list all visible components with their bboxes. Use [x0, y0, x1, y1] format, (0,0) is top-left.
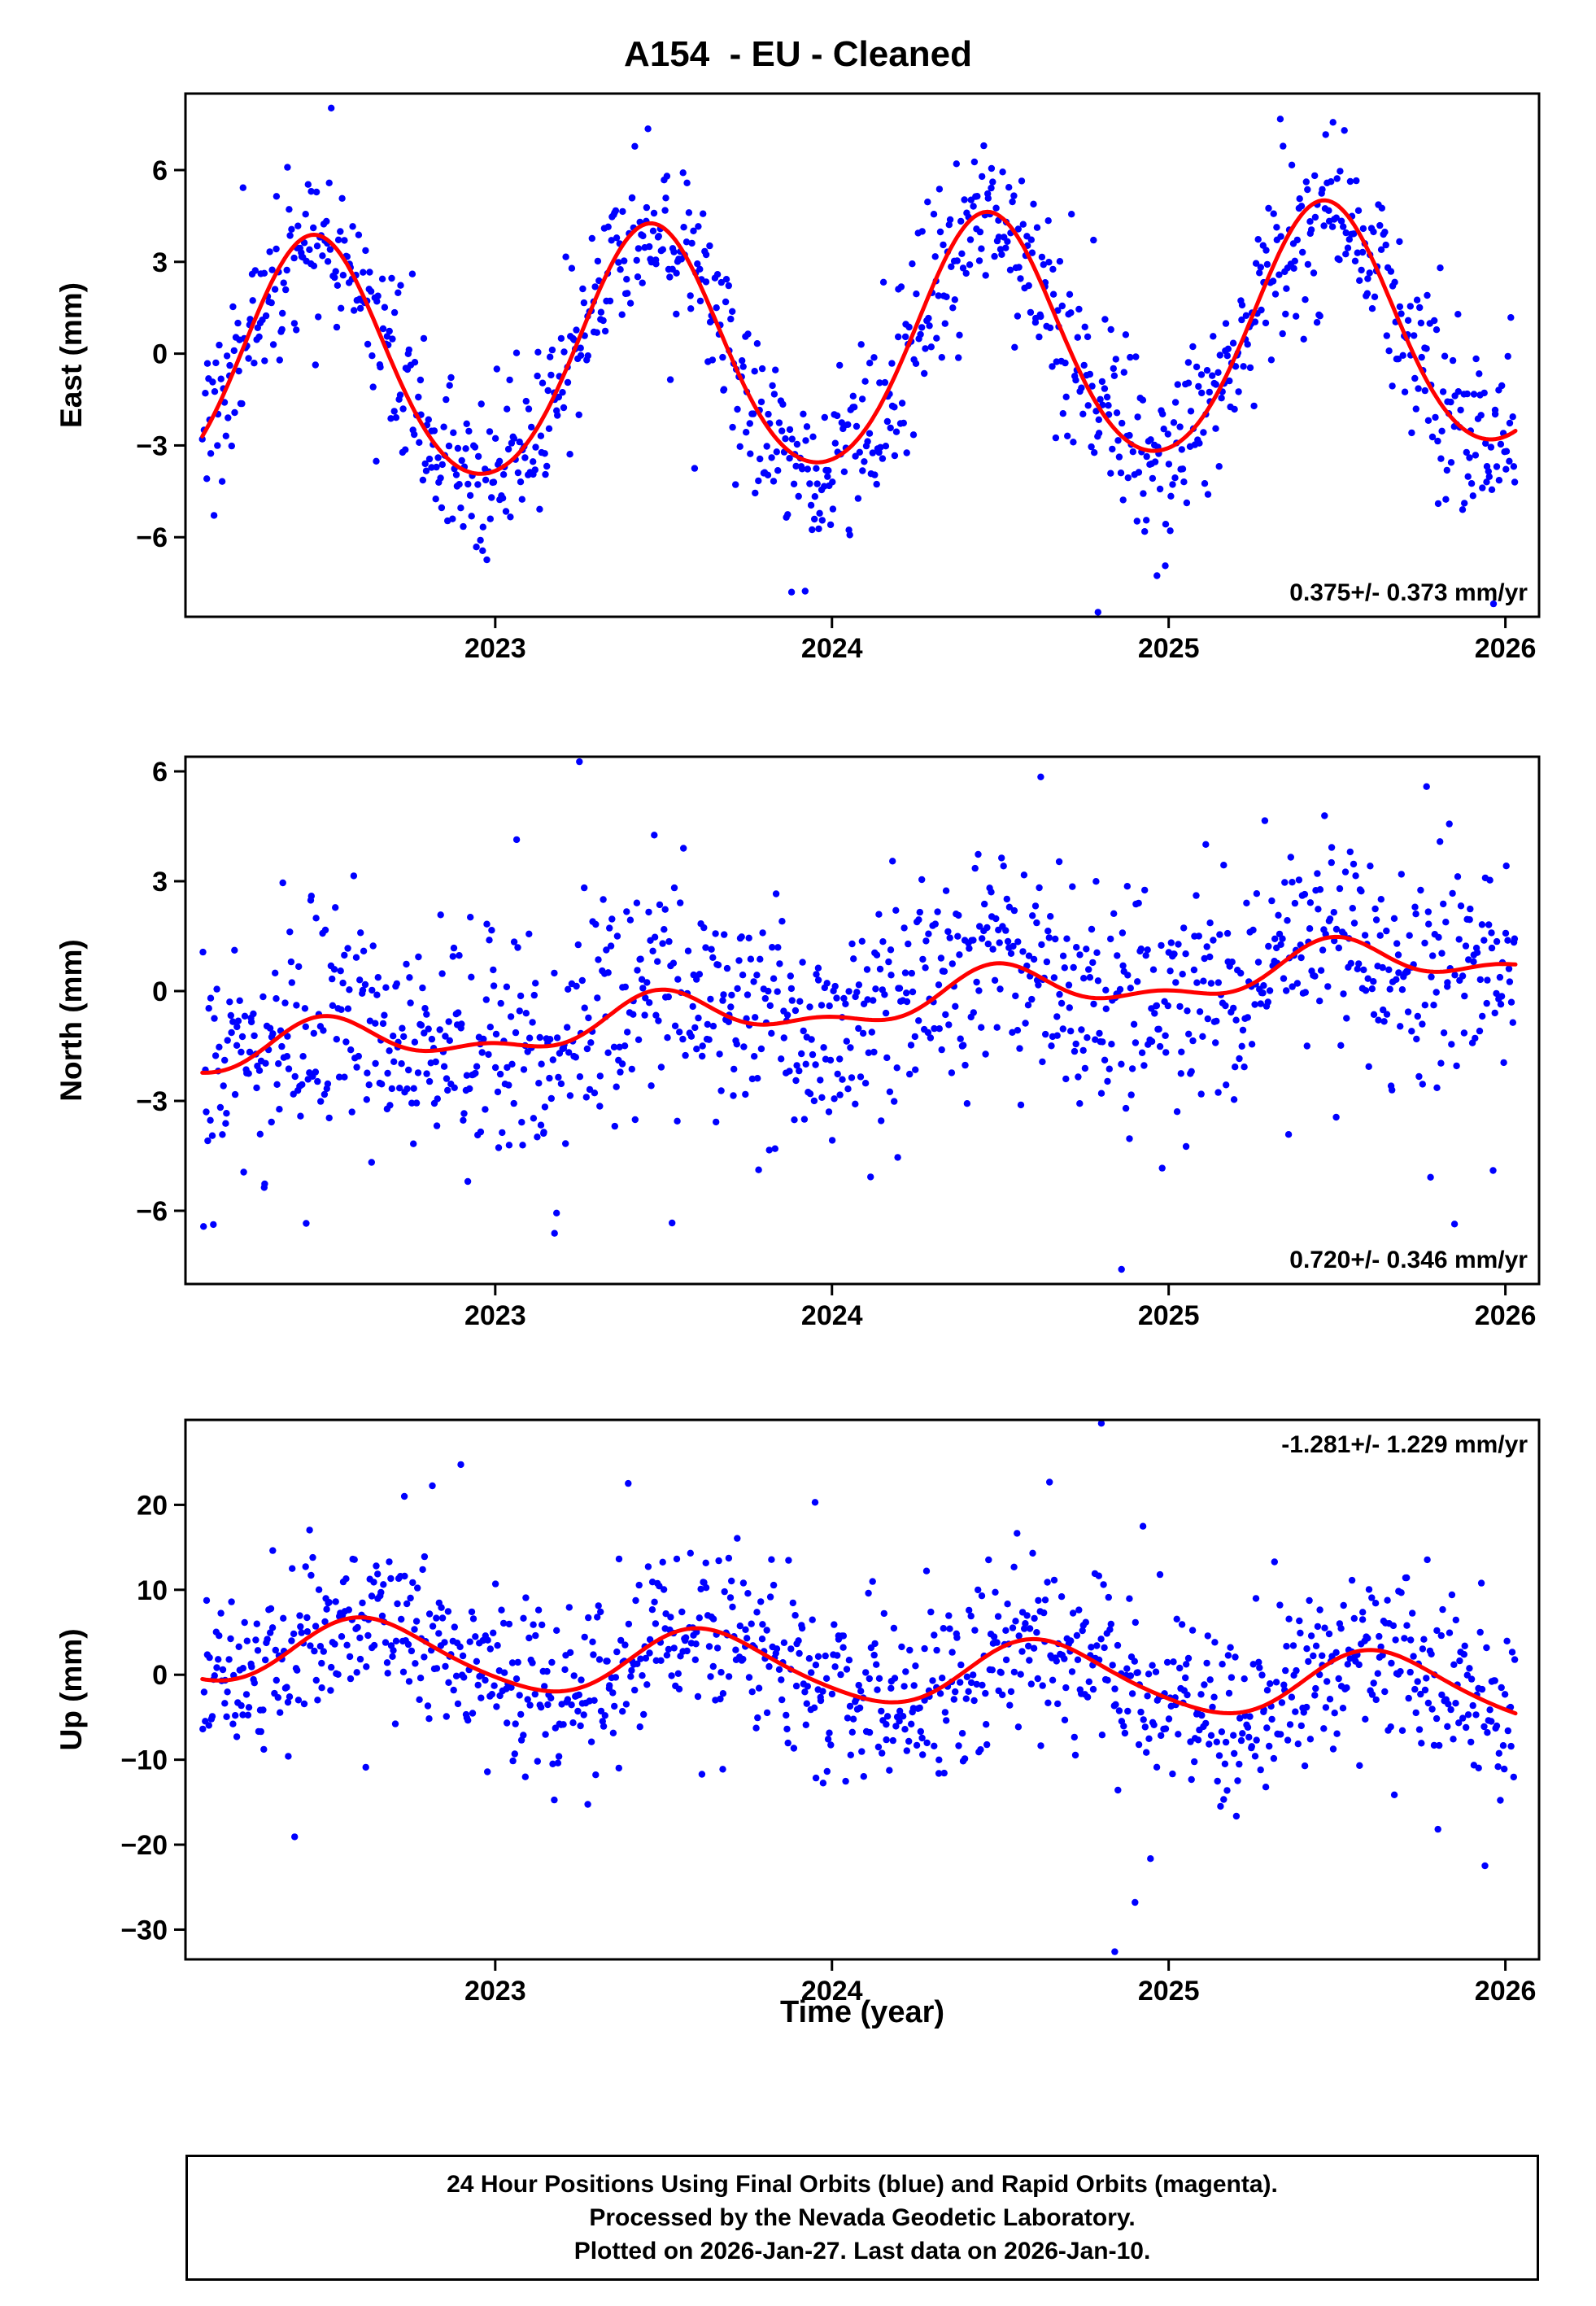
east-y-tick-label: −3 — [136, 430, 168, 461]
up-y-tick-label: −10 — [120, 1745, 168, 1776]
east-x-tick-label: 2023 — [464, 633, 526, 664]
up-outlier-point — [400, 1492, 408, 1500]
north-scatter-points — [199, 758, 1519, 1273]
north-x-tick-label: 2025 — [1138, 1300, 1200, 1331]
north-outlier-point — [1037, 773, 1044, 780]
footer-line-dates: Plotted on 2026-Jan-27. Last data on 202… — [573, 2238, 1151, 2265]
east-y-tick-label: 6 — [152, 155, 168, 186]
east-x-tick-label: 2024 — [801, 633, 863, 664]
up-fit-line — [200, 1615, 1518, 1716]
up-y-tick-label: −30 — [120, 1915, 168, 1946]
up-outlier-point — [1097, 1420, 1105, 1427]
up-outlier-point — [1111, 1948, 1119, 1955]
north-y-tick-label: 6 — [152, 757, 168, 788]
north-x-tick-label: 2024 — [801, 1300, 863, 1331]
up-x-tick-label: 2026 — [1475, 1976, 1537, 2007]
north-y-tick-label: −6 — [136, 1196, 168, 1227]
east-fit-line — [200, 198, 1518, 476]
up-scatter-points — [199, 1420, 1519, 1955]
up-y-tick-label: 20 — [137, 1490, 168, 1521]
up-y-tick-label: 10 — [137, 1575, 168, 1606]
north-axis-label: North (mm) — [55, 939, 88, 1101]
east-y-tick-label: 3 — [152, 247, 168, 278]
east-panel: 2023 2024 2025 2026 −6 −3 0 3 6 East (mm) 0.375+/-… — [55, 92, 1541, 664]
x-axis-label: Time (year) — [779, 1995, 945, 2029]
east-scatter-points — [198, 104, 1519, 616]
chart-title: A154 - EU - Cleaned — [624, 34, 972, 74]
north-outlier-point — [1118, 1265, 1125, 1273]
north-y-tick-label: 0 — [152, 976, 168, 1007]
up-y-tick-label: −20 — [120, 1830, 168, 1861]
north-x-tick-label: 2023 — [464, 1300, 526, 1331]
up-frame — [184, 1418, 1541, 1961]
east-frame — [184, 92, 1541, 618]
north-y-tick-label: −3 — [136, 1086, 168, 1117]
east-axis-label: East (mm) — [55, 282, 88, 428]
up-outlier-point — [1132, 1898, 1139, 1906]
north-y-tick-label: 3 — [152, 867, 168, 898]
up-x-tick-label: 2023 — [464, 1976, 526, 2007]
footer-line-lab: Processed by the Nevada Geodetic Laborat… — [589, 2204, 1136, 2231]
up-y-tick-label: 0 — [152, 1660, 168, 1691]
up-panel: 2023 2024 2025 2026 −30 −20 −10 0 10 20 Up (mm) -1.… — [55, 1418, 1541, 2007]
north-rate-annotation: 0.720+/- 0.346 mm/yr — [1289, 1247, 1528, 1273]
north-x-tick-label: 2026 — [1475, 1300, 1537, 1331]
east-y-tick-label: −6 — [136, 522, 168, 553]
north-panel: 2023 2024 2025 2026 −6 −3 0 3 6 North (mm) 0.720+/… — [55, 755, 1541, 1331]
up-rate-annotation: -1.281+/- 1.229 mm/yr — [1281, 1431, 1528, 1458]
up-axis-label: Up (mm) — [55, 1628, 88, 1750]
footer-note-box: 24 Hour Positions Using Final Orbits (bl… — [185, 2155, 1539, 2281]
east-rate-annotation: 0.375+/- 0.373 mm/yr — [1289, 579, 1528, 606]
east-x-tick-label: 2026 — [1475, 633, 1537, 664]
north-fit-line — [200, 934, 1518, 1075]
east-y-tick-label: 0 — [152, 339, 168, 370]
east-outlier-point — [1094, 609, 1102, 616]
up-outlier-point — [811, 1499, 819, 1506]
north-frame — [184, 755, 1541, 1286]
footer-line-orbits: 24 Hour Positions Using Final Orbits (bl… — [447, 2171, 1278, 2198]
up-x-tick-label: 2024 — [801, 1976, 863, 2007]
east-x-tick-label: 2025 — [1138, 633, 1200, 664]
up-x-tick-label: 2025 — [1138, 1976, 1200, 2007]
